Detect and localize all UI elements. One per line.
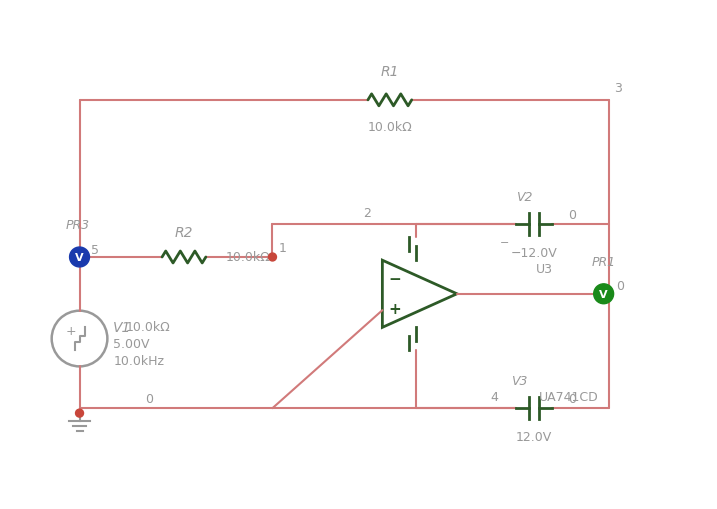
Text: 10.0kHz: 10.0kHz bbox=[113, 354, 164, 367]
Text: PR3: PR3 bbox=[65, 219, 90, 232]
Text: V1: V1 bbox=[113, 320, 132, 334]
Text: +: + bbox=[65, 324, 76, 337]
Circle shape bbox=[268, 253, 277, 262]
Text: 10.0kΩ: 10.0kΩ bbox=[367, 121, 412, 133]
Text: 12.0V: 12.0V bbox=[516, 430, 552, 443]
Text: V: V bbox=[75, 252, 84, 263]
Text: 3: 3 bbox=[614, 82, 622, 95]
Text: PR1: PR1 bbox=[592, 256, 616, 268]
Text: R1: R1 bbox=[381, 65, 399, 79]
Text: −12.0V: −12.0V bbox=[511, 246, 557, 260]
Text: V: V bbox=[599, 289, 608, 299]
Text: U3: U3 bbox=[536, 263, 553, 275]
Text: 1: 1 bbox=[278, 241, 286, 254]
Circle shape bbox=[594, 285, 614, 304]
Text: V3: V3 bbox=[511, 374, 528, 387]
Text: 4: 4 bbox=[490, 390, 498, 403]
Text: 5: 5 bbox=[92, 243, 100, 256]
Circle shape bbox=[75, 409, 83, 417]
Text: 0: 0 bbox=[617, 280, 625, 293]
Text: 0: 0 bbox=[568, 208, 576, 221]
Text: 10.0kΩ: 10.0kΩ bbox=[226, 251, 270, 264]
Circle shape bbox=[70, 247, 90, 267]
Text: 2: 2 bbox=[364, 206, 371, 219]
Text: V2: V2 bbox=[516, 190, 532, 204]
Text: 0: 0 bbox=[568, 392, 576, 405]
Text: 10.0kΩ: 10.0kΩ bbox=[125, 321, 170, 333]
Text: 5.00V: 5.00V bbox=[113, 337, 150, 350]
Text: −: − bbox=[389, 272, 402, 287]
Text: −: − bbox=[500, 238, 509, 247]
Text: R2: R2 bbox=[175, 225, 193, 240]
Text: 0: 0 bbox=[145, 392, 153, 405]
Text: UA741CD: UA741CD bbox=[539, 390, 599, 403]
Text: +: + bbox=[389, 302, 402, 317]
